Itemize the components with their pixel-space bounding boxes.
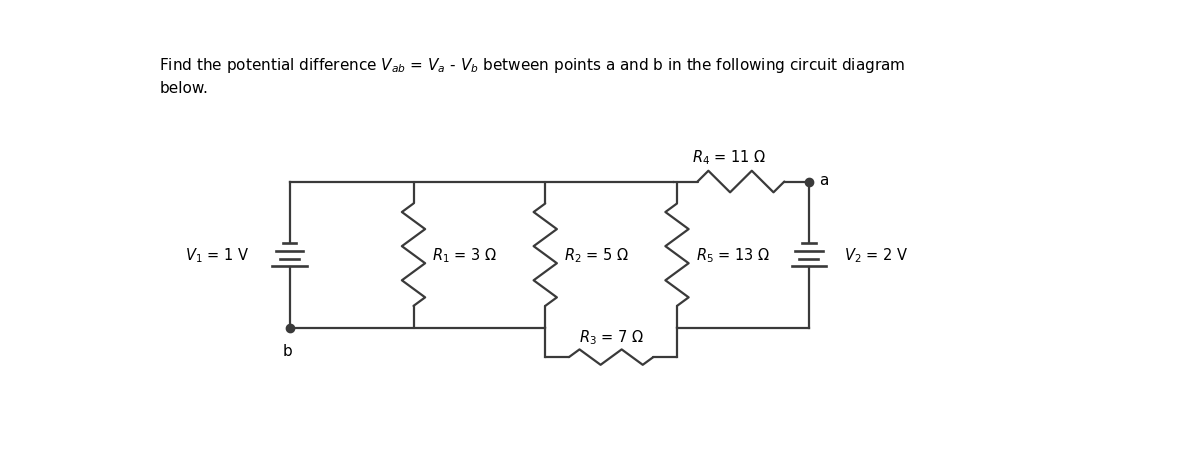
Text: $V_2$ = 2 V: $V_2$ = 2 V	[844, 246, 908, 264]
Text: $V_1$ = 1 V: $V_1$ = 1 V	[185, 246, 250, 264]
Text: $R_3$ = 7 $\Omega$: $R_3$ = 7 $\Omega$	[578, 328, 643, 347]
Text: below.: below.	[160, 81, 208, 95]
Text: a: a	[820, 173, 829, 188]
Text: $R_1$ = 3 $\Omega$: $R_1$ = 3 $\Omega$	[432, 246, 497, 264]
Text: $R_2$ = 5 $\Omega$: $R_2$ = 5 $\Omega$	[564, 246, 629, 264]
Text: Find the potential difference $V_{ab}$ = $V_a$ - $V_b$ between points a and b in: Find the potential difference $V_{ab}$ =…	[160, 56, 906, 75]
Text: $R_5$ = 13 $\Omega$: $R_5$ = 13 $\Omega$	[696, 246, 770, 264]
Text: $R_4$ = 11 $\Omega$: $R_4$ = 11 $\Omega$	[692, 148, 767, 167]
Text: b: b	[283, 344, 293, 359]
